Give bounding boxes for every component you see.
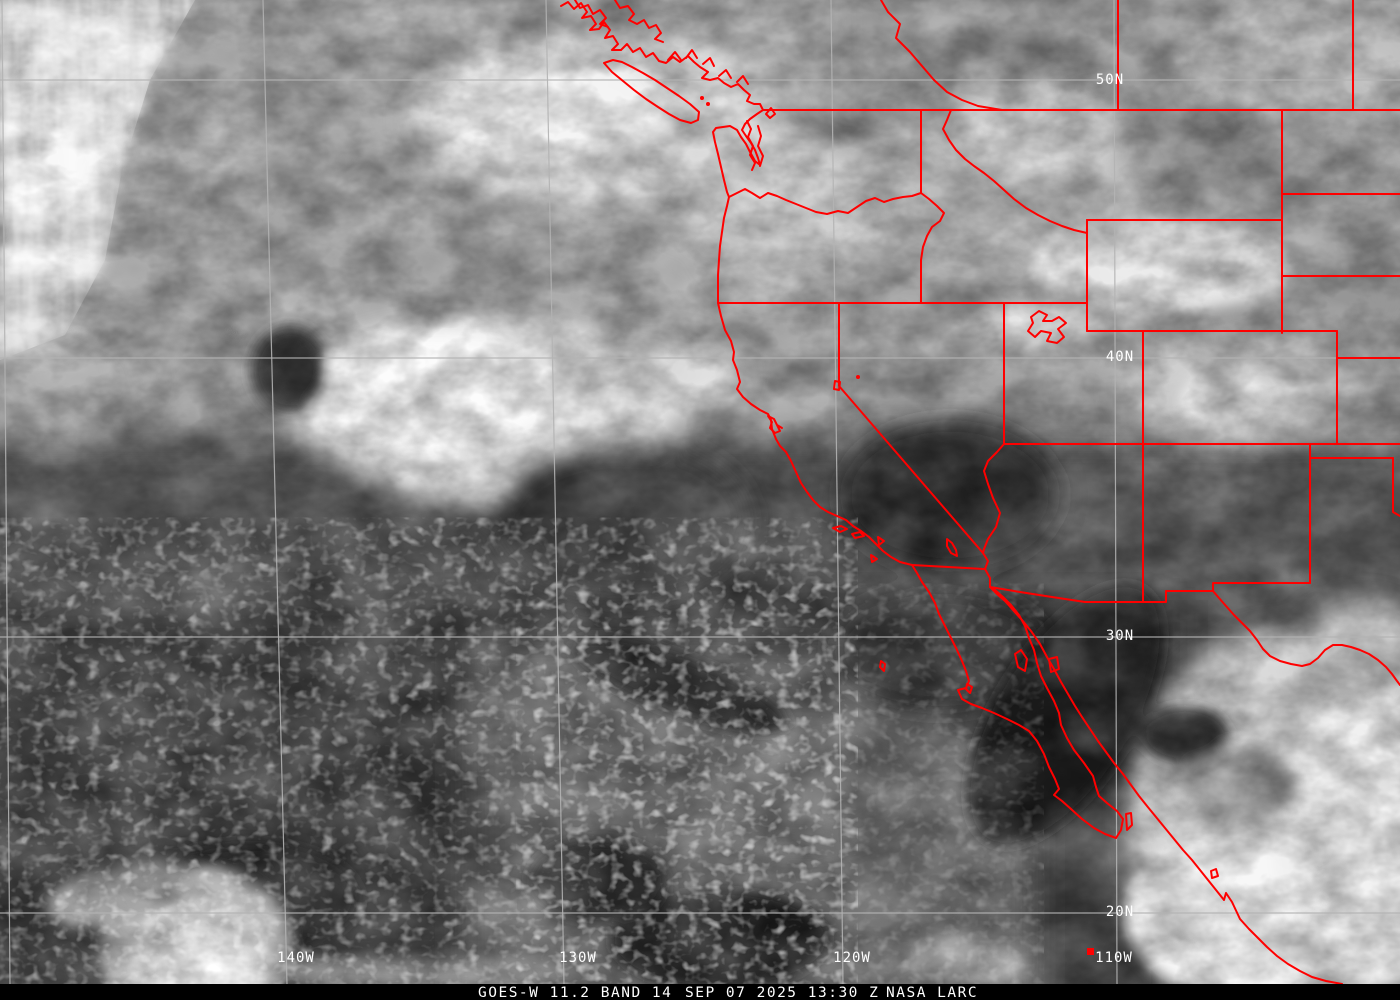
bc-inlets-detail [667, 49, 749, 85]
gulf-islands-dot [700, 96, 704, 100]
caption-product: GOES-W 11.2 BAND 14 [478, 985, 672, 1000]
gridline-lon-150w [1, 0, 11, 986]
lat-label-20n: 20N [1106, 904, 1134, 920]
gulf-islands-dot [706, 102, 710, 106]
gridline-lon-130w [545, 0, 565, 986]
lon-label-140w: 140W [277, 950, 315, 966]
arizona-mexico-border [989, 586, 1144, 603]
lat-label-50n: 50N [1096, 72, 1124, 88]
caption-bar-background [0, 984, 1400, 1000]
coastline-mexico-mainland [989, 586, 1343, 985]
san-francisco-bay-outline [767, 415, 783, 434]
lon-label-120w: 120W [833, 950, 871, 966]
vancouver-island-outline [603, 59, 700, 124]
cedros-island [965, 683, 973, 694]
gridline-lon-140w [262, 0, 288, 986]
coastal-lagoon-marker [1210, 868, 1219, 879]
oregon-idaho-border [920, 192, 945, 304]
rio-grande-border [1212, 590, 1400, 686]
coordinate-labels: 50N 40N 30N 20N 140W 130W 120W 110W [277, 72, 1134, 966]
map-boundary-overlay [560, 0, 1400, 985]
columbia-river-border [728, 188, 922, 215]
new-mexico-texas-border [1212, 582, 1311, 592]
isla-cerralvo-outline [1125, 812, 1133, 831]
guadalupe-island [879, 660, 886, 672]
nevada-arizona-border [982, 443, 1005, 554]
storm-position-marker [1087, 948, 1094, 955]
salton-sea-outline [946, 538, 958, 557]
coastline-pacific [560, 1, 1117, 839]
lat-label-40n: 40N [1106, 349, 1134, 365]
lon-label-130w: 130W [559, 950, 597, 966]
channel-islands [832, 525, 885, 563]
great-salt-lake-outline [1027, 310, 1067, 344]
california-mexico-border [911, 564, 985, 570]
pyramid-lake-dot [856, 375, 860, 379]
alaska-panhandle-coast [574, 0, 609, 28]
bc-alberta-border [880, 0, 1003, 111]
bc-fjords-coast [614, 0, 664, 43]
lat-label-30n: 30N [1106, 628, 1134, 644]
isla-angel-outline [1014, 649, 1028, 672]
caption-bar: GOES-W 11.2 BAND 14 SEP 07 2025 13:30 Z … [0, 984, 1400, 1000]
idaho-montana-border [942, 109, 1088, 234]
lake-tahoe-outline [833, 380, 841, 391]
new-mexico-bootheel-border [1142, 590, 1214, 603]
coastline-baja-gulf [989, 586, 1124, 839]
gridline-lon-120w [830, 0, 844, 986]
caption-datetime: SEP 07 2025 13:30 Z [685, 985, 879, 1000]
isla-tiburon-outline [1048, 656, 1060, 673]
lon-label-110w: 110W [1095, 950, 1133, 966]
gridline-lon-110w [1113, 0, 1118, 986]
texas-100w-border [1392, 457, 1400, 517]
caption-credit: NASA LARC [886, 985, 978, 1000]
